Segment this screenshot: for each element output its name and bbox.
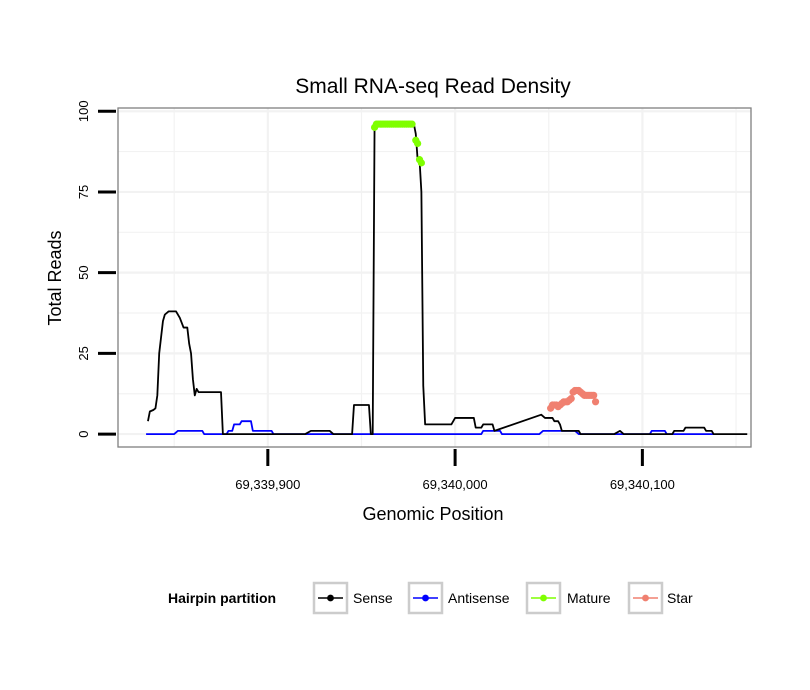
grid-lines — [118, 108, 751, 447]
data-point-star — [591, 398, 600, 406]
axes: 0 25 50 75 100 69,339,900 69,340,000 69,340,100 — [76, 100, 675, 492]
series-layer — [146, 120, 748, 435]
legend: Hairpin partition Sense Antisense Mature… — [168, 581, 693, 615]
series-line-antisense — [146, 420, 714, 435]
legend-label-antisense: Antisense — [448, 590, 510, 606]
data-point-star — [590, 391, 598, 399]
y-tick-label: 100 — [76, 100, 91, 122]
legend-title: Hairpin partition — [168, 590, 276, 606]
x-tick-label: 69,340,000 — [423, 477, 488, 492]
legend-item-sense: Sense — [312, 581, 393, 615]
series-line-sense — [147, 123, 748, 435]
y-tick-label: 25 — [76, 346, 91, 360]
data-point-mature — [408, 120, 416, 128]
legend-label-mature: Mature — [567, 590, 611, 606]
data-point-mature — [417, 159, 425, 167]
legend-label-sense: Sense — [353, 590, 393, 606]
legend-item-mature: Mature — [525, 581, 611, 615]
chart-title: Small RNA-seq Read Density — [295, 75, 571, 98]
legend-label-star: Star — [667, 590, 693, 606]
legend-item-antisense: Antisense — [407, 581, 510, 615]
x-axis-title: Genomic Position — [362, 504, 503, 524]
x-tick-label: 69,339,900 — [235, 477, 300, 492]
plot-panel-border — [117, 107, 752, 448]
y-tick-label: 75 — [76, 185, 91, 199]
legend-item-star: Star — [627, 581, 693, 615]
y-tick-label: 0 — [76, 430, 91, 437]
y-axis-title: Total Reads — [45, 230, 65, 325]
y-tick-label: 50 — [76, 265, 91, 279]
x-tick-label: 69,340,100 — [610, 477, 675, 492]
data-point-star — [567, 394, 575, 403]
data-point-mature — [414, 139, 422, 148]
